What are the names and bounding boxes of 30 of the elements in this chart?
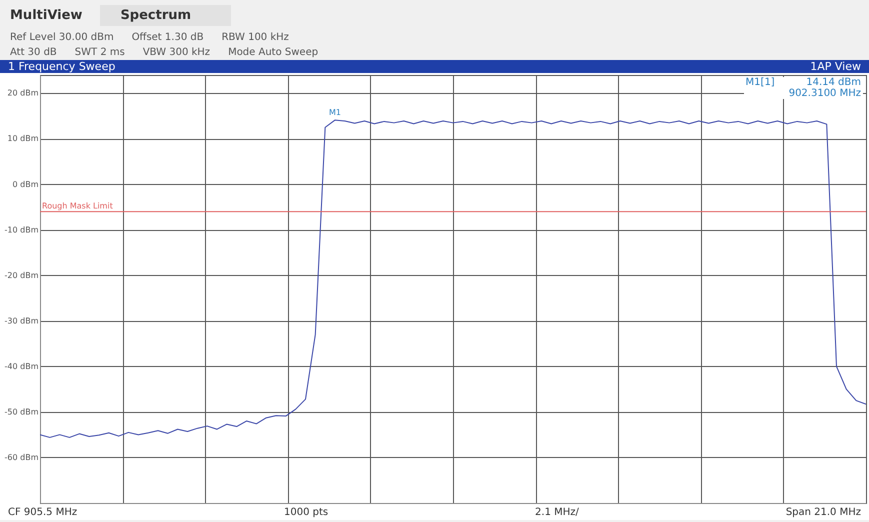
text: MultiView — [10, 8, 82, 22]
text: SWT 2 ms — [74, 47, 125, 58]
y-tick-label: -60 dBm — [4, 452, 39, 462]
text: Offset 1.30 dB — [132, 32, 204, 43]
annotation: M1 — [329, 108, 341, 118]
y-tick-label: -30 dBm — [4, 316, 39, 326]
text: VBW 300 kHz — [142, 47, 210, 58]
text: Mode Auto Sweep — [228, 47, 318, 58]
y-tick-label: -50 dBm — [4, 407, 39, 416]
text: Spectrum — [100, 4, 232, 26]
annotation: 902.3100 MHz — [788, 88, 861, 99]
chart-title: 1 Frequency Sweep — [8, 60, 116, 73]
y-tick-label: 0 dBm — [12, 180, 39, 189]
text: Att 30 dB — [10, 47, 57, 58]
ref-line-label: Rough Mask Limit — [42, 202, 113, 211]
text: 1AP View — [810, 60, 861, 73]
text: 2.1 MHz/ — [535, 507, 579, 518]
text: Ref Level 30.00 dBm — [10, 32, 114, 43]
annotation: M1[1] — [746, 77, 775, 88]
annotation: 14.14 dBm — [806, 77, 861, 88]
y-tick-label: -40 dBm — [4, 362, 39, 371]
y-tick-label: 20 dBm — [7, 88, 39, 98]
y-tick-label: -20 dBm — [4, 270, 39, 280]
text: CF 905.5 MHz — [8, 507, 78, 518]
text: Span 21.0 MHz — [786, 507, 861, 518]
text: 1000 pts — [284, 507, 328, 518]
y-tick-label: 10 dBm — [7, 134, 39, 144]
line-series — [40, 120, 866, 438]
y-tick-label: -10 dBm — [4, 225, 39, 234]
text: RBW 100 kHz — [222, 32, 289, 43]
